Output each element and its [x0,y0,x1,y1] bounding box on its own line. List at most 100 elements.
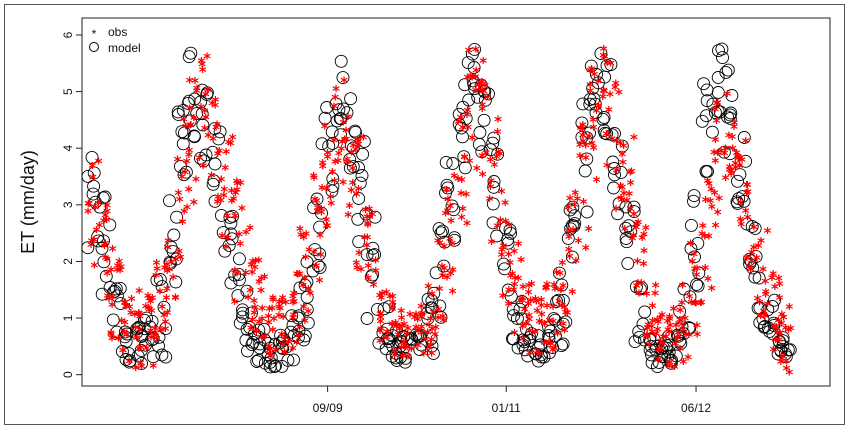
obs-point: * [327,196,335,214]
model-point [506,302,520,316]
obs-point: * [279,310,287,328]
obs-point: * [190,111,198,129]
obs-point: * [429,306,437,324]
obs-point: * [538,307,546,325]
obs-point: * [747,263,755,281]
model-point [152,339,165,353]
obs-point: * [555,295,563,313]
obs-point: * [782,354,790,372]
model-point [594,47,608,60]
obs-point: * [769,267,777,285]
obs-point: * [734,150,742,168]
obs-point: * [501,196,509,214]
obs-point: * [363,210,371,228]
obs-point: * [496,214,504,232]
model-point [399,351,412,365]
obs-point: * [707,183,715,201]
obs-point: * [479,167,487,185]
obs-point: * [693,327,701,345]
obs-point: * [729,142,737,160]
obs-point: * [174,152,182,170]
obs-point: * [708,200,716,218]
obs-point: * [125,355,133,373]
obs-point: * [368,208,376,226]
obs-point: * [600,42,608,60]
model-point [484,143,497,157]
obs-point: * [319,160,327,178]
obs-point: * [161,261,169,279]
model-point [349,125,362,139]
obs-point: * [211,99,219,117]
model-point [588,97,602,111]
obs-point: * [306,287,314,305]
model-point [199,148,213,162]
model-point [515,295,529,308]
obs-point: * [447,267,455,285]
obs-point: * [671,337,679,355]
model-point [552,266,566,280]
obs-point: * [352,256,360,274]
model-point [732,192,746,206]
legend-obs-label: obs [108,25,127,39]
obs-point: * [250,294,258,312]
model-point [108,284,122,298]
model-point [153,273,167,286]
obs-point: * [615,86,623,104]
obs-point: * [203,50,211,68]
figure-frame [4,4,845,425]
obs-point: * [505,297,513,315]
obs-point: * [142,300,150,318]
model-point [122,347,136,361]
model-point [145,314,159,328]
obs-point: * [666,356,674,374]
model-point [721,63,735,77]
obs-point: * [314,201,322,219]
model-point [723,147,737,161]
obs-point: * [101,209,109,227]
obs-point: * [403,328,411,346]
obs-point: * [89,171,97,189]
obs-point: * [95,219,103,237]
obs-point: * [558,256,566,274]
obs-point: * [701,261,709,279]
model-point [559,315,573,329]
model-point [225,232,239,246]
obs-point: * [463,108,471,126]
obs-point: * [104,289,112,307]
obs-point: * [248,266,256,284]
obs-point: * [582,151,590,169]
obs-point: * [593,173,601,191]
obs-point: * [626,202,634,220]
obs-point: * [436,282,444,300]
obs-point: * [125,300,133,318]
obs-point: * [582,241,590,259]
obs-point: * [317,206,325,224]
model-point [462,93,476,107]
obs-point: * [301,314,309,332]
model-point [146,332,160,346]
obs-point: * [517,253,525,271]
model-point [322,139,336,153]
model-point [661,330,675,343]
model-point [684,218,698,232]
model-point [235,310,249,324]
obs-point: * [602,127,610,145]
model-point [223,210,237,224]
obs-point: * [573,192,581,210]
obs-point: * [698,296,706,314]
model-point [439,155,453,169]
obs-point: * [300,231,308,249]
obs-point: * [656,343,664,361]
obs-point: * [678,296,686,314]
obs-point: * [428,322,436,340]
obs-point: * [723,87,731,105]
obs-point: * [657,335,665,353]
obs-point: * [145,303,153,321]
model-point [645,348,658,362]
obs-point: * [261,329,269,347]
obs-point: * [378,287,386,305]
obs-point: * [777,355,785,373]
model-point [580,152,594,166]
obs-point: * [603,159,611,177]
obs-point: * [147,295,155,313]
